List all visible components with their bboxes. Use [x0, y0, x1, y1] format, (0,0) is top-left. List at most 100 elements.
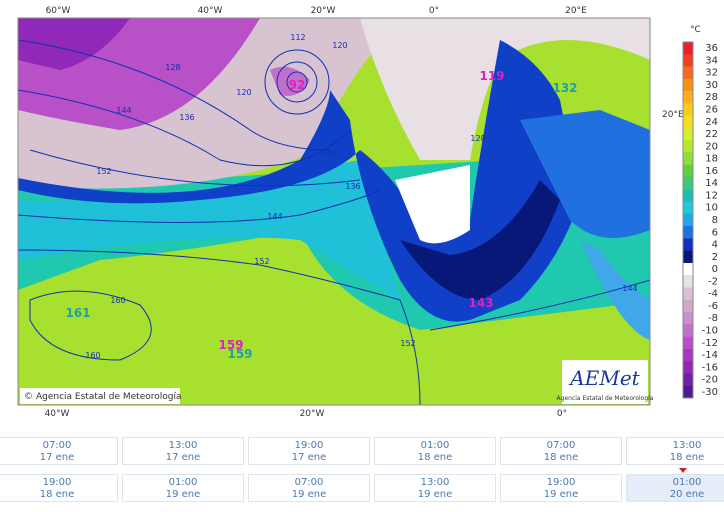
pressure-center: 92: [289, 78, 306, 92]
legend-swatch: [683, 361, 693, 374]
time-button[interactable]: 19:00 17 ene: [248, 437, 370, 465]
time-text: 19:00: [42, 477, 72, 488]
legend-swatch: [683, 201, 693, 215]
time-text: 19 ene: [417, 489, 453, 500]
legend-swatch: [683, 78, 693, 92]
legend-label: 36: [705, 43, 718, 54]
pressure-center: 143: [468, 296, 493, 310]
time-text: 07:00: [42, 440, 72, 451]
legend-swatch: [683, 127, 693, 141]
time-text: 17 ene: [39, 452, 75, 463]
legend-swatch: [683, 287, 693, 301]
lon-label: 40°W: [198, 6, 223, 16]
legend-label: 20: [705, 141, 718, 152]
time-text: 18 ene: [417, 452, 453, 463]
time-button[interactable]: 07:00 18 ene: [500, 437, 622, 465]
time-text: 19 ene: [291, 489, 327, 500]
legend-swatch: [683, 262, 693, 276]
time-button[interactable]: 01:00 18 ene: [374, 437, 496, 465]
legend-swatch: [683, 336, 693, 350]
legend-swatch: [683, 152, 693, 166]
time-button[interactable]: 13:00 19 ene: [374, 474, 496, 502]
contour-label: 144: [267, 212, 282, 221]
contour-label: 144: [116, 106, 131, 115]
time-button[interactable]: 07:00 17 ene: [0, 437, 118, 465]
legend-label: 14: [705, 178, 718, 189]
legend-label: 2: [712, 252, 718, 263]
legend-label: -12: [702, 338, 718, 349]
pressure-center: 119: [479, 69, 504, 83]
legend-label: 32: [705, 68, 718, 79]
legend-label: 22: [705, 129, 718, 140]
time-button[interactable]: 19:00 19 ene: [500, 474, 622, 502]
legend-swatch: [683, 54, 693, 68]
contour-label: 152: [254, 257, 269, 266]
legend-label: -8: [708, 313, 718, 324]
legend-label: 6: [712, 227, 718, 238]
legend-label: 8: [712, 215, 718, 226]
selected-marker: [679, 468, 687, 473]
time-button[interactable]: 13:00 18 ene: [626, 437, 724, 465]
legend-label: 12: [705, 190, 718, 201]
legend-swatch: [683, 42, 693, 55]
time-text: 19 ene: [165, 489, 201, 500]
pressure-center: 159: [218, 338, 243, 352]
time-button[interactable]: 01:00 20 ene: [626, 474, 724, 502]
pressure-center: 159: [227, 347, 252, 361]
time-button[interactable]: 07:00 19 ene: [248, 474, 370, 502]
time-text: 17 ene: [165, 452, 201, 463]
time-button[interactable]: 13:00 17 ene: [122, 437, 244, 465]
contour-label: 160: [110, 296, 125, 305]
legend-label: 28: [705, 92, 718, 103]
map-frame: [17, 17, 651, 406]
time-button[interactable]: 19:00 18 ene: [0, 474, 118, 502]
map-panel: 60°W 40°W 20°W 0° 20°E40°W 20°W 0° 20°E 112120…: [17, 6, 718, 419]
legend-label: -4: [708, 289, 718, 300]
copyright-box: [20, 388, 180, 404]
time-text: 01:00: [168, 477, 198, 488]
contour-label: 120: [332, 41, 347, 50]
legend-label: -2: [708, 276, 718, 287]
time-text: 01:00: [672, 477, 702, 488]
lon-label: 20°E: [565, 6, 587, 16]
legend-label: 18: [705, 154, 718, 165]
lon-label: 0°: [429, 6, 439, 16]
legend-label: 34: [705, 55, 718, 66]
map-field: [18, 18, 650, 405]
time-text: 19 ene: [543, 489, 579, 500]
copyright-symbol: ©: [24, 392, 33, 402]
legend-swatch: [683, 226, 693, 239]
logo-box: [562, 360, 648, 404]
contour-label: 152: [96, 167, 111, 176]
time-button[interactable]: 01:00 19 ene: [122, 474, 244, 502]
lon-label: 40°W: [45, 409, 70, 419]
logo-subtitle: Agencia Estatal de Meteorología: [557, 395, 654, 402]
legend-swatch: [683, 177, 693, 190]
legend-swatch: [683, 238, 693, 252]
contour-label: 112: [290, 33, 305, 42]
legend-swatch: [683, 348, 693, 362]
legend-label: 0: [712, 264, 718, 275]
legend-label: 10: [705, 203, 718, 214]
legend-swatch: [683, 189, 693, 203]
contour-label: 120: [236, 88, 251, 97]
pressure-center: 161: [65, 306, 90, 320]
time-text: 07:00: [294, 477, 324, 488]
legend-swatch: [683, 324, 693, 338]
time-text: 13:00: [168, 440, 198, 451]
legend-label: -14: [702, 350, 718, 361]
contour-label: 160: [85, 351, 100, 360]
contour-label: 152: [400, 339, 415, 348]
legend-unit: °C: [690, 25, 701, 35]
time-text: 17 ene: [291, 452, 327, 463]
legend-swatch: [683, 66, 693, 80]
legend-swatch: [683, 115, 693, 129]
legend-swatch: [683, 299, 693, 313]
contour-label: 136: [345, 182, 360, 191]
legend-swatch: [683, 103, 693, 117]
time-text: 13:00: [420, 477, 450, 488]
copyright: Agencia Estatal de Meteorología: [36, 392, 182, 402]
legend-label: -30: [702, 387, 718, 398]
legend-label: 16: [705, 166, 718, 177]
